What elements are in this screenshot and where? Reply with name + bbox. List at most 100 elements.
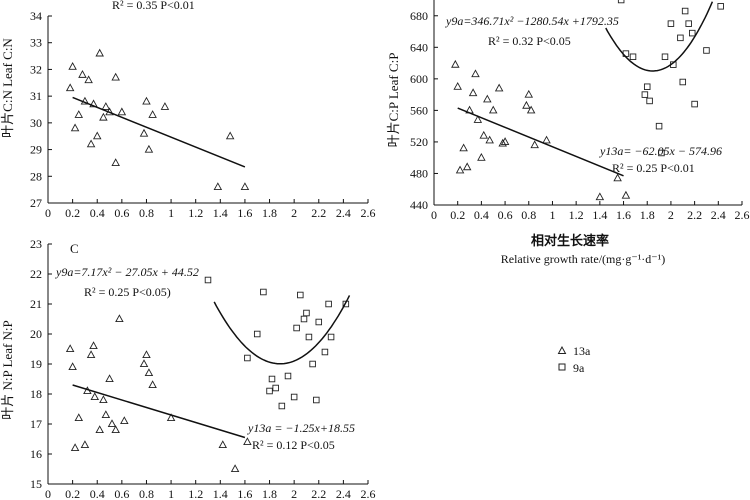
x-tick-label: 0.8 xyxy=(139,206,154,220)
x-tick-label: 1.2 xyxy=(569,208,584,222)
x-tick-label: 1.4 xyxy=(213,206,228,220)
point-9a xyxy=(204,276,212,284)
point-13a xyxy=(111,425,120,434)
stats-9a-n-p: R² = 0.25 P<0.05) xyxy=(84,285,171,299)
point-9a xyxy=(303,309,310,317)
point-9a xyxy=(629,53,637,61)
panel-c-n: 叶片C:N Leaf C:N R² = 0.35 P<0.01 0 0.2 0.4 0… xyxy=(0,0,376,220)
point-13a xyxy=(68,362,77,371)
point-13a xyxy=(230,464,240,473)
point-13a xyxy=(139,128,149,137)
point-13a xyxy=(455,165,465,174)
legend-item-13a: 13a xyxy=(557,344,591,358)
x-tick-label: 1.8 xyxy=(262,206,277,220)
fit-line-13a xyxy=(457,107,624,177)
point-13a xyxy=(89,99,98,108)
y-tick-label: 600 xyxy=(410,72,428,86)
point-13a xyxy=(542,135,551,144)
point-9a xyxy=(617,0,625,4)
x-tick-label: 2.2 xyxy=(687,208,702,222)
point-9a xyxy=(315,318,323,326)
point-9a xyxy=(266,387,273,395)
point-13a xyxy=(74,110,84,118)
point-13a xyxy=(148,110,157,118)
legend-item-9a: 9a xyxy=(558,361,585,375)
x-tick-label: 1 xyxy=(168,206,174,220)
point-13a xyxy=(111,72,120,81)
point-13a xyxy=(90,392,100,401)
point-13a xyxy=(530,140,539,149)
point-9a xyxy=(309,360,316,368)
x-tick-label: 2.2 xyxy=(311,206,326,220)
point-9a xyxy=(685,20,692,27)
point-13a xyxy=(120,416,129,425)
series-13a-c-n xyxy=(65,48,250,191)
point-9a xyxy=(305,333,313,341)
point-13a xyxy=(613,173,622,182)
x-tick-label: 0.6 xyxy=(114,487,129,500)
point-9a xyxy=(717,3,724,10)
point-13a xyxy=(111,158,120,166)
point-9a xyxy=(300,315,308,323)
x-tick-label: 1.6 xyxy=(237,487,252,500)
point-13a xyxy=(105,374,114,383)
fit-line-13a xyxy=(72,96,246,168)
point-13a xyxy=(453,81,462,90)
point-9a xyxy=(658,149,665,157)
point-13a xyxy=(86,139,96,148)
x-tick-label: 0.8 xyxy=(521,208,536,222)
x-tick-label: 0.4 xyxy=(90,487,105,500)
point-13a xyxy=(144,368,154,377)
point-13a xyxy=(462,162,472,171)
y-tick-label: 31 xyxy=(30,89,42,103)
ylabel-c-n: 叶片C:N Leaf C:N xyxy=(0,38,15,138)
x-tick-label: 1 xyxy=(549,208,555,222)
point-13a xyxy=(65,83,75,92)
x-tick-label: 0 xyxy=(45,206,51,220)
x-tick-label: 0.2 xyxy=(65,487,80,500)
stats-13a-n-p: R² = 0.12 P<0.05 xyxy=(252,438,335,452)
point-9a xyxy=(293,324,300,332)
point-9a xyxy=(327,333,335,341)
y-tick-label: 22 xyxy=(30,267,42,281)
series-9a-n-p xyxy=(204,276,350,410)
fit-line-13a xyxy=(72,384,246,439)
point-13a xyxy=(477,152,486,161)
series-9a-c-p xyxy=(617,0,724,157)
point-9a xyxy=(641,91,649,98)
point-9a xyxy=(278,402,286,410)
x-tick-label: 2 xyxy=(291,487,297,500)
point-9a xyxy=(667,20,675,27)
point-13a xyxy=(95,48,104,57)
y-tick-label: 20 xyxy=(30,327,42,341)
y-tick-label: 560 xyxy=(410,103,428,117)
x-tick-label: 1.8 xyxy=(262,487,277,500)
point-13a xyxy=(142,350,151,359)
point-13a xyxy=(70,123,80,132)
y-tick-label: 32 xyxy=(30,62,42,76)
x-tick-label: 1 xyxy=(168,487,174,500)
equation-13a-c-p: y13a= −62.05x − 574.96 xyxy=(599,144,722,158)
xlabel-en: Relative growth rate/(mg·g⁻¹·d⁻¹) xyxy=(501,252,665,266)
point-13a xyxy=(101,410,111,419)
y-tick-label: 21 xyxy=(30,297,42,311)
point-13a xyxy=(479,130,489,139)
legend-label-9a: 9a xyxy=(573,361,585,375)
point-13a xyxy=(471,69,480,78)
point-9a xyxy=(253,330,261,338)
point-9a xyxy=(661,53,669,61)
point-9a xyxy=(297,291,304,299)
series-13a-n-p xyxy=(65,314,252,473)
point-13a xyxy=(74,413,84,422)
point-9a xyxy=(321,348,329,356)
x-tick-label: 2.6 xyxy=(735,208,750,222)
point-13a xyxy=(95,425,104,434)
point-13a xyxy=(68,62,77,70)
point-13a xyxy=(107,419,117,428)
point-9a xyxy=(688,29,696,37)
panel-c-p: 叶片C:P Leaf C:P y9a=346.71x² −1280.54x +1… xyxy=(386,0,750,266)
point-13a xyxy=(240,182,250,191)
point-13a xyxy=(488,105,498,114)
annotation-c-n: R² = 0.35 P<0.01 xyxy=(112,0,195,12)
equation-9a-n-p: y9a=7.17x² − 27.05x + 44.52 xyxy=(55,265,199,279)
